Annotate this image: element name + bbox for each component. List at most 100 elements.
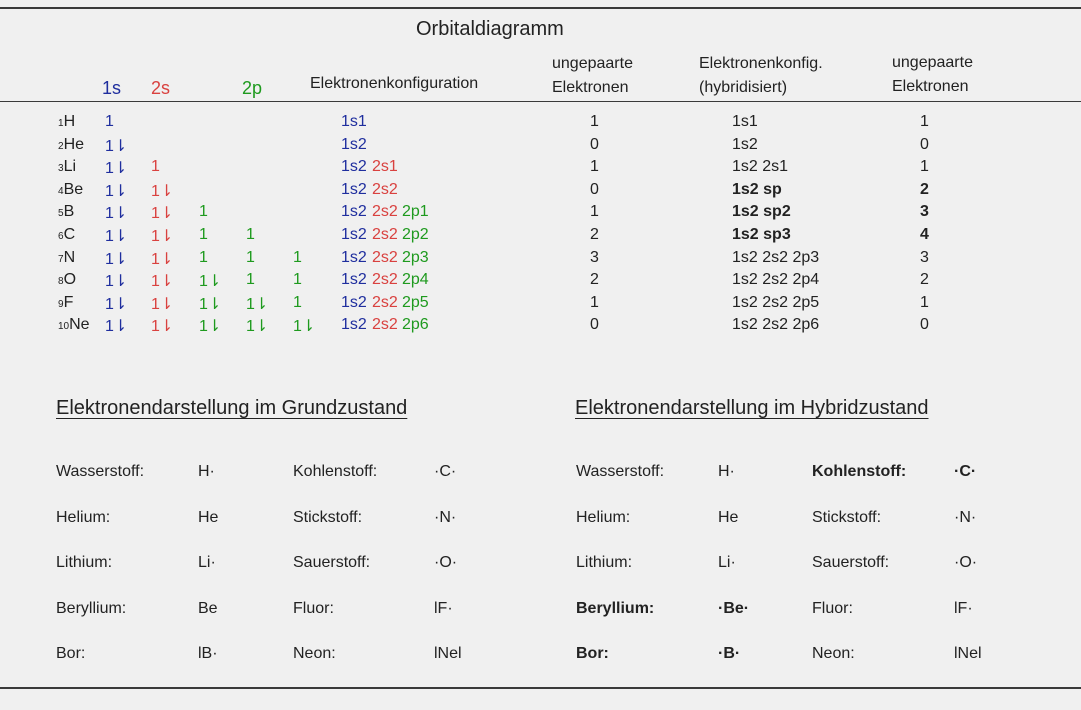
table-row: 3Li 1⇂ 1 1s2 2s1 1 1s2 2s1 1 <box>0 158 1081 180</box>
ground-lewis-symbol: lNel <box>434 645 462 662</box>
hybrid-lewis-symbol: ·Be· <box>718 600 750 617</box>
orbital-2s: 1⇂ <box>151 250 174 268</box>
table-row: 1H 1 1s1 1 1s1 1 <box>0 113 1081 135</box>
header-2p: 2p <box>242 78 263 98</box>
header-hybrid-config: Elektronenkonfig. (hybridisiert) <box>699 55 823 96</box>
config-1s: 1s2 <box>341 180 367 198</box>
ground-element-name: Neon: <box>293 645 336 662</box>
hybrid-config: 1s2 sp2 <box>732 203 791 221</box>
ground-element-name: Kohlenstoff: <box>293 463 378 480</box>
header-1s: 1s <box>102 78 122 98</box>
table-row: 9F 1⇂ 1⇂ 1⇂ 1⇂ 1 1s2 2s2 2p5 1 1s2 2s2 2p5 1 <box>0 294 1081 316</box>
element-symbol: 10Ne <box>58 316 90 334</box>
atomic-number: 6 <box>58 231 64 242</box>
unpaired-electrons: 0 <box>590 180 599 198</box>
orbital-2p-3: 1 <box>293 293 302 311</box>
orbital-2p-2: 1 <box>246 271 255 289</box>
config-2s: 2s2 <box>372 271 398 289</box>
orbital-2p-3: 1 <box>293 248 302 266</box>
hybrid-element-name: Neon: <box>812 645 855 662</box>
config-1s: 1s2 <box>341 248 367 266</box>
header-unpaired-1: ungepaarte Elektronen <box>552 55 633 96</box>
ground-element-name: Fluor: <box>293 600 334 617</box>
element-symbol: 7N <box>58 249 75 267</box>
unpaired-electrons-hybrid: 4 <box>920 226 929 243</box>
hybrid-element-name: Wasserstoff: <box>576 463 665 480</box>
hybrid-element-name: Beryllium: <box>576 600 655 617</box>
ground-element-name: Sauerstoff: <box>293 554 371 571</box>
orbital-2p-1: 1⇂ <box>199 295 222 313</box>
unpaired-electrons-hybrid: 0 <box>920 135 929 153</box>
unpaired-electrons: 1 <box>590 158 599 176</box>
hybrid-config: 1s2 2s2 2p4 <box>732 271 820 289</box>
orbital-2p-2: 1 <box>246 226 255 243</box>
hybrid-config: 1s2 2s2 2p5 <box>732 293 820 311</box>
orbital-1s: 1⇂ <box>105 295 128 313</box>
hybrid-lewis-symbol: ·N· <box>954 509 977 526</box>
hybrid-lewis-symbol: ·C· <box>954 463 977 480</box>
table-row: 4Be 1⇂ 1⇂ 1s2 2s2 0 1s2 sp 2 <box>0 181 1081 203</box>
config-2s: 2s1 <box>372 158 398 176</box>
hybrid-element-name: Kohlenstoff: <box>812 463 907 480</box>
hybrid-lewis-symbol: lF· <box>954 600 973 617</box>
element-symbol: 4Be <box>58 181 83 199</box>
ground-lewis-symbol: Be <box>198 600 218 617</box>
config-2s: 2s2 <box>372 248 398 266</box>
element-name: F <box>63 293 74 311</box>
config-2p: 2p1 <box>402 203 429 221</box>
element-symbol: 2He <box>58 136 84 154</box>
element-name: B <box>63 203 75 221</box>
ground-lewis-symbol: lB· <box>198 645 218 662</box>
orbital-1s: 1⇂ <box>105 182 128 200</box>
ground-element-name: Wasserstoff: <box>56 463 145 480</box>
ground-lewis-symbol: ·N· <box>434 509 457 526</box>
config-2s: 2s2 <box>372 203 398 221</box>
element-name: O <box>63 271 77 289</box>
unpaired-electrons-hybrid: 0 <box>920 316 929 334</box>
ground-lewis-symbol: He <box>198 509 219 526</box>
element-name: He <box>63 135 85 153</box>
table-row: 7N 1⇂ 1⇂ 1 1 1 1s2 2s2 2p3 3 1s2 2s2 2p3 3 <box>0 249 1081 271</box>
orbital-2p-2: 1⇂ <box>246 318 269 336</box>
atomic-number: 8 <box>58 276 64 288</box>
hybrid-lewis-symbol: He <box>718 509 739 526</box>
orbital-1s: 1⇂ <box>105 205 128 223</box>
hybrid-lewis-symbol: Li· <box>718 554 736 571</box>
unpaired-electrons: 1 <box>590 113 599 130</box>
unpaired-electrons: 1 <box>590 293 599 311</box>
orbital-2s: 1 <box>151 158 160 176</box>
orbital-2p-1: 1⇂ <box>199 273 222 291</box>
orbital-1s: 1⇂ <box>105 273 128 291</box>
config-1s: 1s2 <box>341 135 367 153</box>
atomic-number: 9 <box>58 298 64 310</box>
config-1s: 1s2 <box>341 158 367 176</box>
orbital-2p-2: 1 <box>246 248 255 266</box>
header-divider <box>0 101 1081 102</box>
atomic-number: 10 <box>58 321 70 333</box>
table-row: 10Ne 1⇂ 1⇂ 1⇂ 1⇂ 1⇂ 1s2 2s2 2p6 0 1s2 2s2 2p6 0 <box>0 316 1081 338</box>
atomic-number: 7 <box>58 253 64 265</box>
orbital-1s: 1⇂ <box>105 137 128 155</box>
atomic-number: 5 <box>58 208 64 220</box>
element-symbol: 5B <box>58 203 74 221</box>
unpaired-electrons-hybrid: 2 <box>920 180 929 198</box>
hybrid-element-name: Fluor: <box>812 600 853 617</box>
unpaired-electrons-hybrid: 3 <box>920 248 929 266</box>
orbital-1s: 1⇂ <box>105 160 128 178</box>
orbital-2p-3: 1⇂ <box>293 318 316 336</box>
unpaired-electrons-hybrid: 1 <box>920 158 929 176</box>
ground-element-name: Helium: <box>56 509 111 526</box>
unpaired-electrons-hybrid: 3 <box>920 203 929 221</box>
orbital-2p-1: 1 <box>199 226 208 243</box>
config-2p: 2p3 <box>402 248 429 266</box>
unpaired-electrons-hybrid: 1 <box>920 113 929 130</box>
config-2s: 2s2 <box>372 316 398 334</box>
ground-lewis-symbol: lF· <box>434 600 453 617</box>
hybrid-lewis-symbol: lNel <box>954 645 982 662</box>
orbital-2p-1: 1⇂ <box>199 318 222 336</box>
config-1s: 1s2 <box>341 203 367 221</box>
header-unpaired-2: ungepaarte Elektronen <box>892 54 973 95</box>
hybrid-element-name: Sauerstoff: <box>812 554 890 571</box>
hybrid-lewis-symbol: ·B· <box>718 645 741 662</box>
config-1s: 1s2 <box>341 226 367 243</box>
